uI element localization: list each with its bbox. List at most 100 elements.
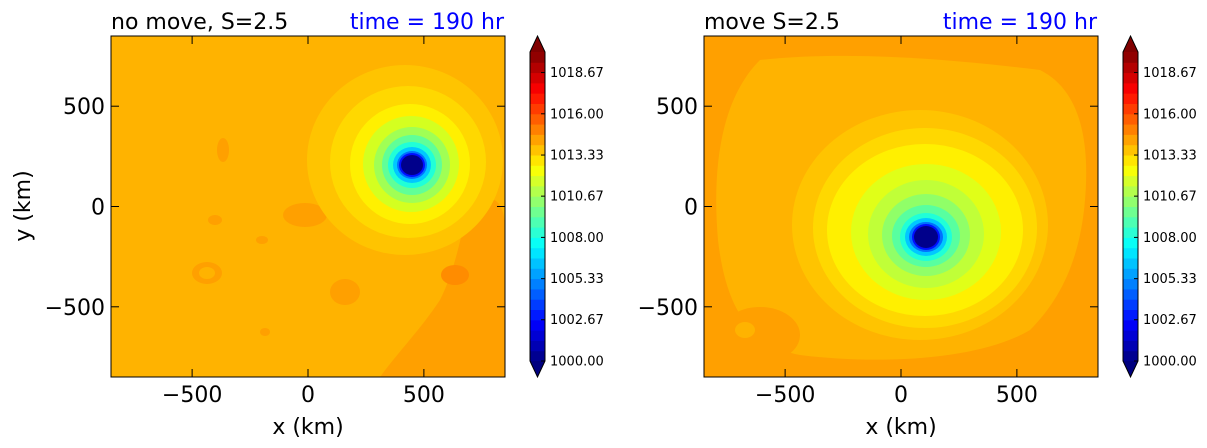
x-tick-label: 0	[301, 383, 315, 408]
colorbar-band	[530, 237, 545, 249]
left-y-axis-label: y (km)	[11, 170, 36, 241]
colorbar-band	[1123, 175, 1138, 187]
colorbar-tick-label: 1016.00	[550, 107, 604, 122]
right-title: move S=2.5	[704, 10, 840, 35]
left-patch	[217, 138, 229, 162]
colorbar-band	[530, 196, 545, 207]
colorbar-band	[1123, 278, 1138, 290]
colorbar-band	[1123, 113, 1138, 125]
colorbar-band	[530, 185, 545, 197]
colorbar-band	[530, 113, 545, 125]
right-x-axis-label: x (km)	[865, 415, 936, 440]
left-patch	[199, 267, 215, 279]
colorbar-band	[530, 288, 545, 300]
y-tick-label: −500	[638, 296, 698, 321]
colorbar-tick-label: 1010.67	[550, 190, 604, 205]
colorbar-band	[530, 268, 545, 280]
right-patch	[735, 322, 755, 338]
colorbar-tick-label: 1016.00	[1143, 107, 1197, 122]
colorbar-max-extend	[530, 36, 545, 52]
left-patch	[441, 265, 469, 285]
x-tick-label: 0	[894, 383, 908, 408]
colorbar-tick-label: 1010.67	[1143, 190, 1197, 205]
y-tick-label: 500	[63, 95, 105, 120]
right-panel: move S=2.5 time = 190 hr −500 0 500 5000−5…	[638, 10, 1197, 440]
colorbar-tick-label: 1018.67	[1143, 66, 1197, 81]
colorbar-tick-label: 1008.00	[550, 231, 604, 246]
colorbar-band	[530, 175, 545, 187]
colorbar-band	[1123, 258, 1138, 269]
colorbar-tick-label: 1008.00	[1143, 231, 1197, 246]
left-colorbar: 1018.67 1016.00 1013.33 1010.67 1008.00 1005.…	[529, 34, 604, 379]
colorbar-band	[530, 340, 545, 352]
left-patch	[256, 236, 268, 244]
colorbar-tick-label: 1013.33	[550, 149, 604, 164]
colorbar-band	[530, 103, 545, 115]
colorbar-band	[530, 82, 545, 94]
colorbar-band	[1123, 144, 1138, 156]
colorbar-band	[1123, 93, 1138, 104]
colorbar-min-extend	[1123, 361, 1138, 377]
colorbar-min-extend	[530, 361, 545, 377]
right-patch	[720, 307, 800, 363]
colorbar-band	[530, 155, 545, 166]
left-patch	[260, 328, 270, 336]
colorbar-band	[1123, 62, 1138, 74]
colorbar-tick-label: 1002.67	[550, 313, 604, 328]
left-contour-plot	[111, 36, 505, 377]
right-contour-plot	[704, 36, 1098, 377]
colorbar-outline	[529, 34, 546, 379]
colorbar-tick-label: 1013.33	[1143, 149, 1197, 164]
colorbar-band	[530, 319, 545, 331]
colorbar-band	[1123, 124, 1138, 135]
x-tick-label: 500	[403, 383, 445, 408]
colorbar-band	[1123, 330, 1138, 341]
colorbar-band	[1123, 185, 1138, 197]
right-x-ticks: −500 0 500	[755, 36, 1038, 408]
colorbar-band	[530, 93, 545, 104]
colorbar-band	[1123, 237, 1138, 249]
colorbar-band	[1123, 350, 1138, 362]
y-tick-label: 0	[684, 196, 698, 221]
left-x-axis-label: x (km)	[272, 415, 343, 440]
colorbar-tick-label: 1005.33	[550, 272, 604, 287]
colorbar-tick-label: 1005.33	[1143, 272, 1197, 287]
colorbar-band	[530, 258, 545, 269]
right-storm-core	[914, 226, 938, 248]
colorbar-band	[530, 144, 545, 156]
colorbar-band	[1123, 216, 1138, 228]
colorbar-band	[530, 124, 545, 135]
x-tick-label: −500	[162, 383, 222, 408]
y-tick-label: 0	[91, 196, 105, 221]
colorbar-band	[1123, 247, 1138, 259]
left-y-ticks: 500 0 −500	[45, 95, 505, 321]
colorbar-band	[1123, 299, 1138, 310]
colorbar-band	[530, 206, 545, 218]
colorbar-band	[1123, 309, 1138, 321]
colorbar-band	[530, 165, 545, 177]
x-tick-label: −500	[755, 383, 815, 408]
colorbar-band	[530, 247, 545, 259]
left-patch	[283, 203, 327, 227]
colorbar-band	[1123, 319, 1138, 331]
colorbar-band	[530, 216, 545, 228]
colorbar-band	[1123, 165, 1138, 177]
colorbar-band	[1123, 82, 1138, 94]
left-title: no move, S=2.5	[111, 10, 288, 35]
left-low-region	[380, 197, 505, 377]
colorbar-band	[1123, 227, 1138, 238]
colorbar-band	[530, 299, 545, 310]
colorbar-band	[530, 278, 545, 290]
right-colorbar: 1018.67 1016.00 1013.33 1010.67 1008.00 1005.…	[1122, 34, 1197, 379]
left-x-ticks: −500 0 500	[162, 36, 445, 408]
colorbar-band	[1123, 340, 1138, 352]
colorbar-band	[1123, 196, 1138, 207]
colorbar-tick-label: 1002.67	[1143, 313, 1197, 328]
y-tick-label: −500	[45, 296, 105, 321]
left-patch	[208, 215, 222, 225]
left-time-label: time = 190 hr	[350, 10, 505, 35]
colorbar-tick-label: 1000.00	[550, 355, 604, 370]
left-panel: no move, S=2.5 time = 190 hr	[11, 10, 604, 440]
right-y-ticks: 500 0 −500	[638, 95, 1098, 321]
colorbar-band	[530, 72, 545, 84]
